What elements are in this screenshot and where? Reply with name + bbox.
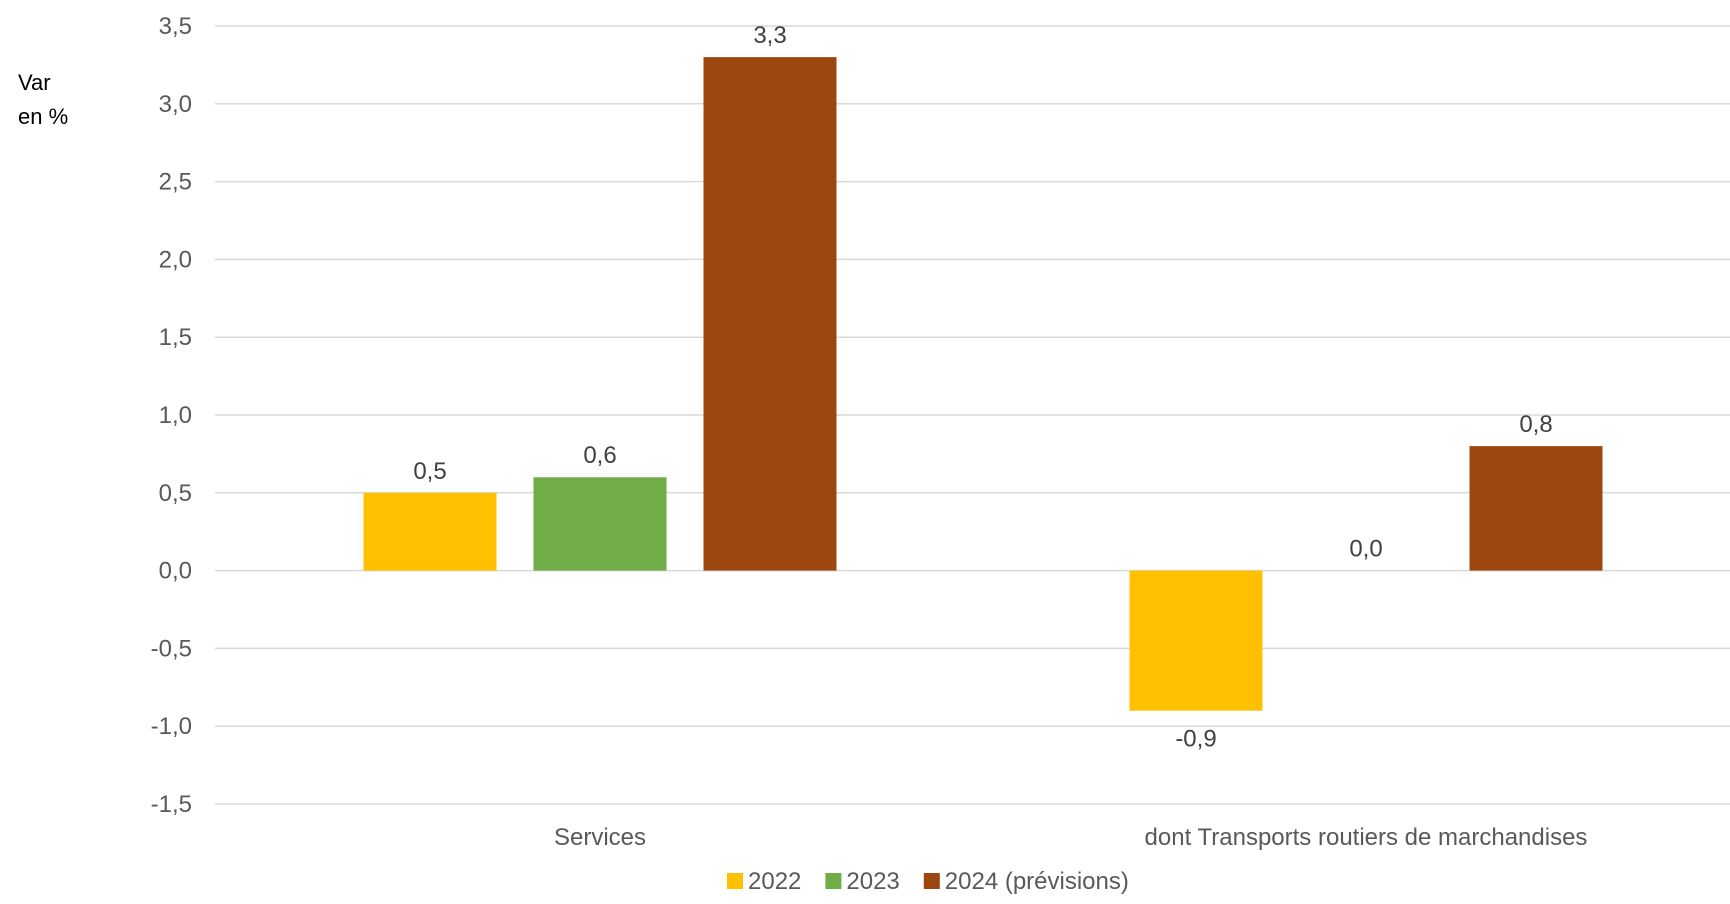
bar — [533, 477, 667, 571]
bar — [703, 57, 837, 571]
legend[interactable]: 2022 2023 2024 (prévisions) — [727, 868, 1129, 895]
data-labels: 0,5 -0,9 0,6 0,0 3,3 0,8 — [413, 22, 1552, 753]
data-label: 0,5 — [413, 458, 446, 485]
y-tick-label: 3,5 — [159, 13, 192, 40]
legend-item[interactable]: 2024 (prévisions) — [923, 868, 1129, 895]
legend-label: 2022 — [748, 868, 801, 895]
y-tick-label: 2,5 — [159, 169, 192, 196]
x-axis-categories: Services dont Transports routiers de marc… — [554, 824, 1587, 851]
legend-label: 2023 — [846, 868, 899, 895]
y-tick-label: 1,5 — [159, 324, 192, 351]
data-label: 3,3 — [753, 22, 786, 49]
y-tick-label: -1,0 — [151, 713, 192, 740]
y-tick-label: 0,5 — [159, 480, 192, 507]
y-tick-label: 2,0 — [159, 246, 192, 273]
gridlines — [215, 25, 1730, 805]
y-tick-label: -1,5 — [151, 791, 192, 818]
bar — [1469, 446, 1603, 571]
data-label: 0,0 — [1349, 536, 1382, 563]
data-label: 0,8 — [1519, 411, 1552, 438]
legend-swatch — [923, 873, 940, 889]
y-axis-ticks: -1,5 -1,0 -0,5 0,0 0,5 1,0 1,5 2,0 2,5 3,0 3,5 — [151, 13, 192, 818]
legend-item[interactable]: 2023 — [825, 868, 900, 895]
category-label: dont Transports routiers de marchandises — [1145, 824, 1588, 851]
y-tick-label: 3,0 — [159, 91, 192, 118]
y-tick-label: 0,0 — [159, 558, 192, 585]
legend-label: 2024 (prévisions) — [945, 868, 1129, 895]
y-tick-label: -0,5 — [151, 635, 192, 662]
bars — [363, 57, 1603, 711]
legend-swatch — [825, 873, 842, 889]
legend-item[interactable]: 2022 — [727, 868, 801, 895]
y-tick-label: 1,0 — [159, 402, 192, 429]
y-axis-label-line-2: en % — [18, 104, 69, 129]
bar — [363, 492, 497, 571]
data-label: 0,6 — [583, 442, 616, 469]
y-axis-label: Var en % — [18, 66, 68, 134]
legend-swatch — [727, 873, 743, 889]
data-label: -0,9 — [1175, 726, 1216, 753]
category-label: Services — [554, 824, 646, 851]
y-axis-label-line-1: Var — [18, 70, 51, 95]
bar — [1129, 570, 1263, 711]
